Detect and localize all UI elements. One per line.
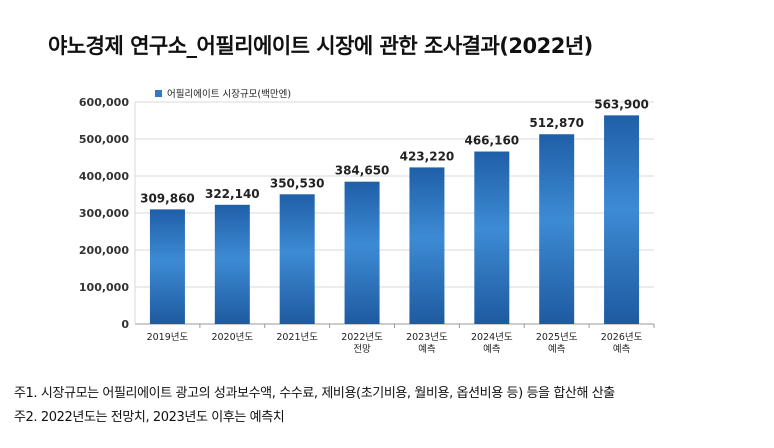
y-tick-label: 0 bbox=[121, 318, 129, 331]
bar bbox=[279, 194, 315, 324]
footnotes: 주1. 시장규모는 어필리에이트 광고의 성과보수액, 수수료, 제비용(초기비… bbox=[14, 382, 615, 430]
x-tick-label: 2021년도 bbox=[276, 332, 318, 343]
y-tick-label: 400,000 bbox=[79, 170, 129, 183]
chart-svg: 0 100,000 200,000 300,000 400,000 500,000 600,… bbox=[79, 88, 655, 355]
x-tick-label: 예측 bbox=[418, 344, 436, 355]
y-tick-label: 600,000 bbox=[79, 96, 129, 109]
data-label: 423,220 bbox=[400, 149, 455, 163]
x-tick-label: 예측 bbox=[483, 344, 501, 355]
bar bbox=[474, 151, 510, 324]
data-label: 384,650 bbox=[335, 164, 390, 178]
x-tick-label: 2022년도 bbox=[341, 332, 383, 343]
y-tick-label: 100,000 bbox=[79, 281, 129, 294]
bar bbox=[149, 209, 185, 324]
data-label: 350,530 bbox=[270, 176, 325, 190]
y-tick-label: 300,000 bbox=[79, 207, 129, 220]
data-label: 466,160 bbox=[464, 134, 519, 148]
data-label: 322,140 bbox=[205, 187, 260, 201]
data-label: 563,900 bbox=[594, 97, 649, 111]
x-tick-label: 2024년도 bbox=[471, 332, 513, 343]
data-label: 309,860 bbox=[140, 191, 195, 205]
x-tick-label: 2020년도 bbox=[211, 332, 253, 343]
bar bbox=[539, 134, 575, 324]
footnote-2: 주2. 2022년도는 전망치, 2023년도 이후는 예측치 bbox=[14, 410, 285, 425]
x-tick-label: 예측 bbox=[613, 344, 631, 355]
y-tick-label: 500,000 bbox=[79, 133, 129, 146]
x-tick-label: 2025년도 bbox=[536, 332, 578, 343]
bar bbox=[604, 115, 640, 324]
bar bbox=[409, 167, 445, 324]
x-tick-label: 2023년도 bbox=[406, 332, 448, 343]
x-tick-label: 전망 bbox=[353, 344, 371, 355]
chart-title: 야노경제 연구소_어필리에이트 시장에 관한 조사결과(2022년) bbox=[48, 34, 593, 58]
bar bbox=[214, 204, 250, 324]
x-tick-label: 2026년도 bbox=[601, 332, 643, 343]
x-tick-label: 2019년도 bbox=[147, 332, 189, 343]
x-tick-label: 예측 bbox=[548, 344, 566, 355]
legend-label: 어필리에이트 시장규모(백만엔) bbox=[167, 88, 291, 100]
footnote-1: 주1. 시장규모는 어필리에이트 광고의 성과보수액, 수수료, 제비용(초기비… bbox=[14, 386, 615, 401]
bar-chart: 0 100,000 200,000 300,000 400,000 500,000 600,… bbox=[60, 80, 670, 368]
y-tick-label: 200,000 bbox=[79, 244, 129, 257]
bar bbox=[344, 181, 380, 324]
legend-swatch bbox=[155, 90, 162, 97]
data-label: 512,870 bbox=[529, 116, 584, 130]
